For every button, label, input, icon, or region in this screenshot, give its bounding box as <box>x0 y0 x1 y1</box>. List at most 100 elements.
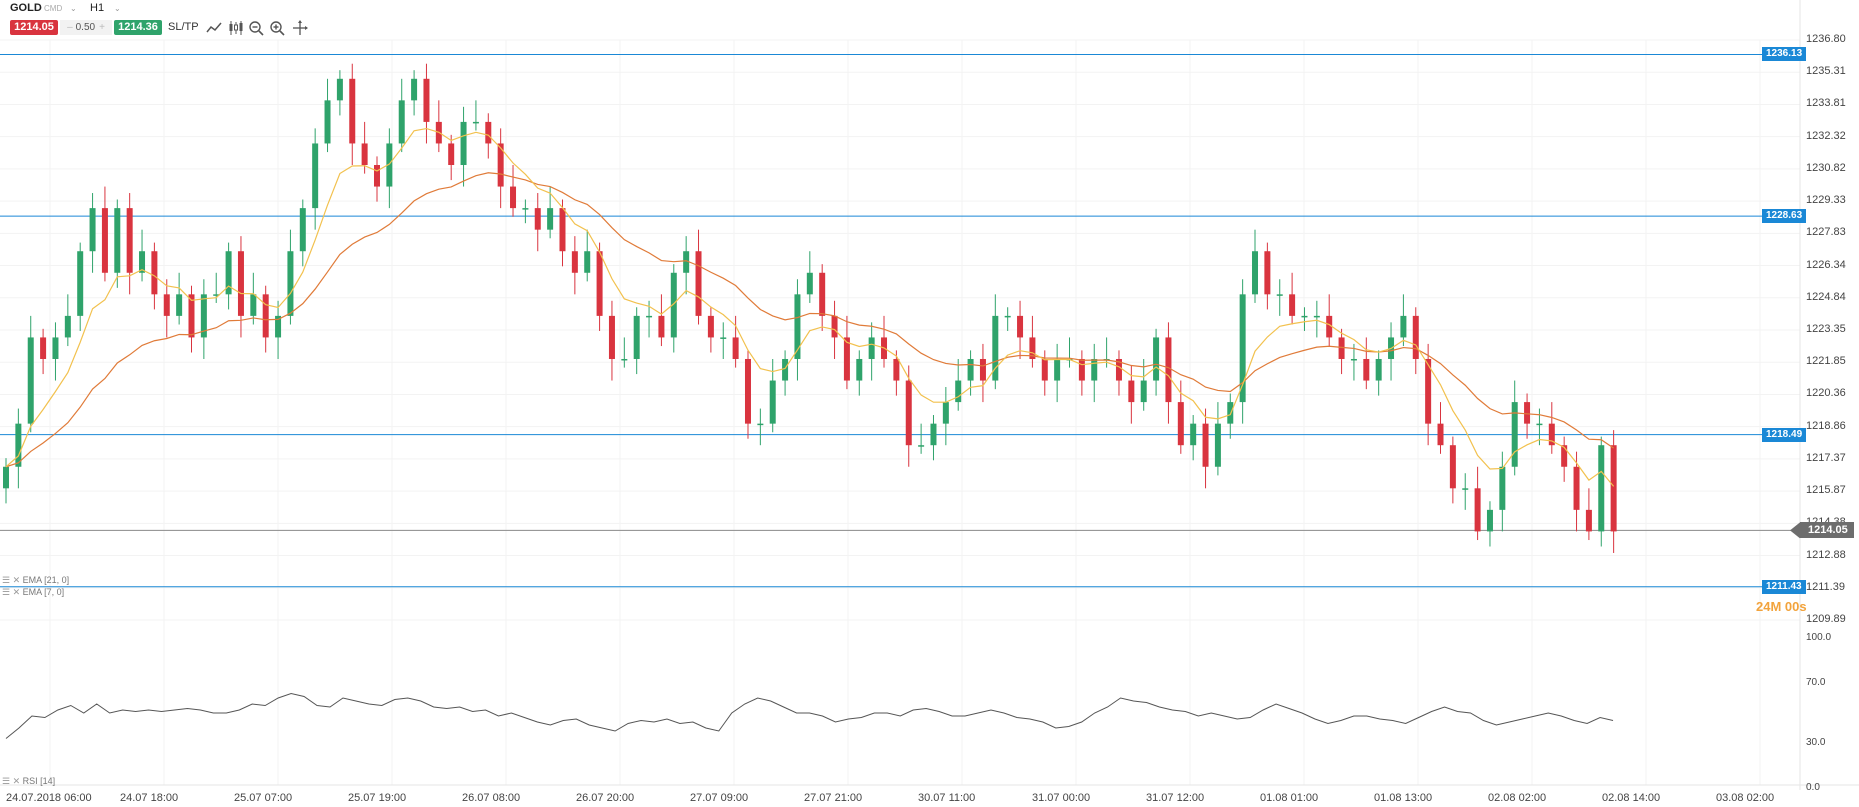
menu-icon[interactable]: ☰ <box>2 776 11 786</box>
candle-down <box>40 337 47 359</box>
candle-down <box>1585 509 1592 532</box>
candle-up <box>1462 488 1469 490</box>
rsi-legend[interactable]: ☰ ✕ RSI [14] <box>2 776 55 787</box>
menu-icon[interactable]: ☰ <box>2 575 11 585</box>
candle-up <box>1190 423 1197 446</box>
candle-up <box>77 251 84 316</box>
candle-up <box>472 121 479 124</box>
candle-up <box>1375 358 1382 381</box>
candle-down <box>1326 315 1333 338</box>
symbol-name[interactable]: GOLD <box>10 2 42 14</box>
candle-down <box>1029 337 1036 359</box>
time-tick-label: 30.07 11:00 <box>918 792 976 804</box>
ema21-legend[interactable]: ☰ ✕ EMA [21, 0] <box>2 575 69 586</box>
ema21-label: EMA [21, 0] <box>22 575 70 585</box>
candle-up <box>312 143 319 209</box>
candle-up <box>918 445 925 447</box>
candle-down <box>1561 445 1568 467</box>
menu-icon[interactable]: ☰ <box>2 587 11 597</box>
candle-up <box>856 358 863 381</box>
candle-down <box>1078 358 1085 381</box>
ema7-line <box>5 127 1615 487</box>
horizontal-line-tag[interactable]: 1211.43 <box>1762 579 1806 594</box>
time-tick-label: 03.08 02:00 <box>1716 792 1775 804</box>
candle-up <box>336 78 343 101</box>
zoom-in-icon[interactable] <box>269 20 285 36</box>
price-tick-label: 1218.86 <box>1806 419 1846 432</box>
time-tick-label: 27.07 21:00 <box>804 792 863 804</box>
spread-value: –0.50 + <box>60 20 112 35</box>
ema-lines <box>5 127 1615 487</box>
candle-up <box>806 272 813 295</box>
sltp-button[interactable]: SL/TP <box>168 21 199 33</box>
ema7-legend[interactable]: ☰ ✕ EMA [7, 0] <box>2 587 64 598</box>
close-icon[interactable]: ✕ <box>12 587 21 597</box>
candle-down <box>1524 402 1531 424</box>
candle-up <box>584 251 591 273</box>
horizontal-lines <box>0 53 1800 588</box>
candle-up <box>324 100 331 144</box>
horizontal-line-tag[interactable]: 1236.13 <box>1762 47 1807 62</box>
candle-down <box>843 337 850 381</box>
price-tick-label: 1217.37 <box>1806 451 1846 464</box>
candle-down <box>163 294 170 316</box>
candle-down <box>1017 315 1024 338</box>
crosshair-icon[interactable] <box>292 20 308 36</box>
candle-down <box>1474 488 1481 532</box>
candle-up <box>1153 337 1160 381</box>
price-tick-label: 1230.82 <box>1806 161 1846 174</box>
candle-down <box>1610 445 1617 532</box>
candle-down <box>1115 358 1122 381</box>
candle-up <box>1598 445 1605 532</box>
candle-up <box>1239 294 1246 403</box>
buy-price-button[interactable]: 1214.36 <box>114 20 162 35</box>
timeframe-selector[interactable]: H1 <box>90 2 105 14</box>
candle-timer: 24M 00s <box>1756 599 1807 614</box>
line-chart-icon[interactable] <box>206 20 222 36</box>
close-icon[interactable]: ✕ <box>12 575 21 585</box>
candle-up <box>967 358 974 381</box>
symbol-type: CMD <box>44 4 63 13</box>
sell-price-button[interactable]: 1214.05 <box>10 20 58 35</box>
candle-up <box>1499 466 1506 510</box>
candle-up <box>621 358 628 361</box>
horizontal-line-tag[interactable]: 1218.49 <box>1762 427 1807 442</box>
candle-up <box>114 208 121 273</box>
close-icon[interactable]: ✕ <box>12 776 21 786</box>
timeframe-dropdown-icon[interactable]: ⌄ <box>114 4 121 13</box>
candle-up <box>633 315 640 359</box>
candle-down <box>608 315 615 359</box>
time-tick-label: 25.07 19:00 <box>348 792 407 804</box>
candle-down <box>1177 402 1184 446</box>
candle-down <box>448 143 455 166</box>
candle-up <box>64 315 71 338</box>
candle-up <box>1276 294 1283 296</box>
symbol-dropdown-icon[interactable]: ⌄ <box>70 4 77 13</box>
candle-up <box>955 380 962 403</box>
candle-down <box>1338 337 1345 359</box>
candle-up <box>1486 509 1493 532</box>
candle-down <box>819 272 826 316</box>
candles-icon[interactable] <box>228 20 244 36</box>
candle-up <box>287 251 294 316</box>
time-tick-label: 24.07 18:00 <box>120 792 179 804</box>
candle-down <box>497 143 504 187</box>
candle-down <box>126 208 133 273</box>
zoom-out-icon[interactable] <box>248 20 264 36</box>
candle-down <box>1437 423 1444 446</box>
time-tick-label: 27.07 09:00 <box>690 792 749 804</box>
chart-grid <box>0 0 1859 790</box>
rsi-tick-label: 0.0 <box>1806 782 1820 793</box>
rsi-line <box>5 692 1614 739</box>
candle-up <box>176 294 183 316</box>
time-tick-label: 26.07 20:00 <box>576 792 635 804</box>
time-tick-label: 31.07 00:00 <box>1032 792 1091 804</box>
candle-down <box>237 251 244 316</box>
candle-up <box>398 100 405 144</box>
candle-down <box>695 251 702 316</box>
horizontal-line-tag[interactable]: 1228.63 <box>1762 209 1807 224</box>
candle-up <box>386 143 393 187</box>
candle-up <box>720 337 727 339</box>
candle-down <box>361 143 368 166</box>
